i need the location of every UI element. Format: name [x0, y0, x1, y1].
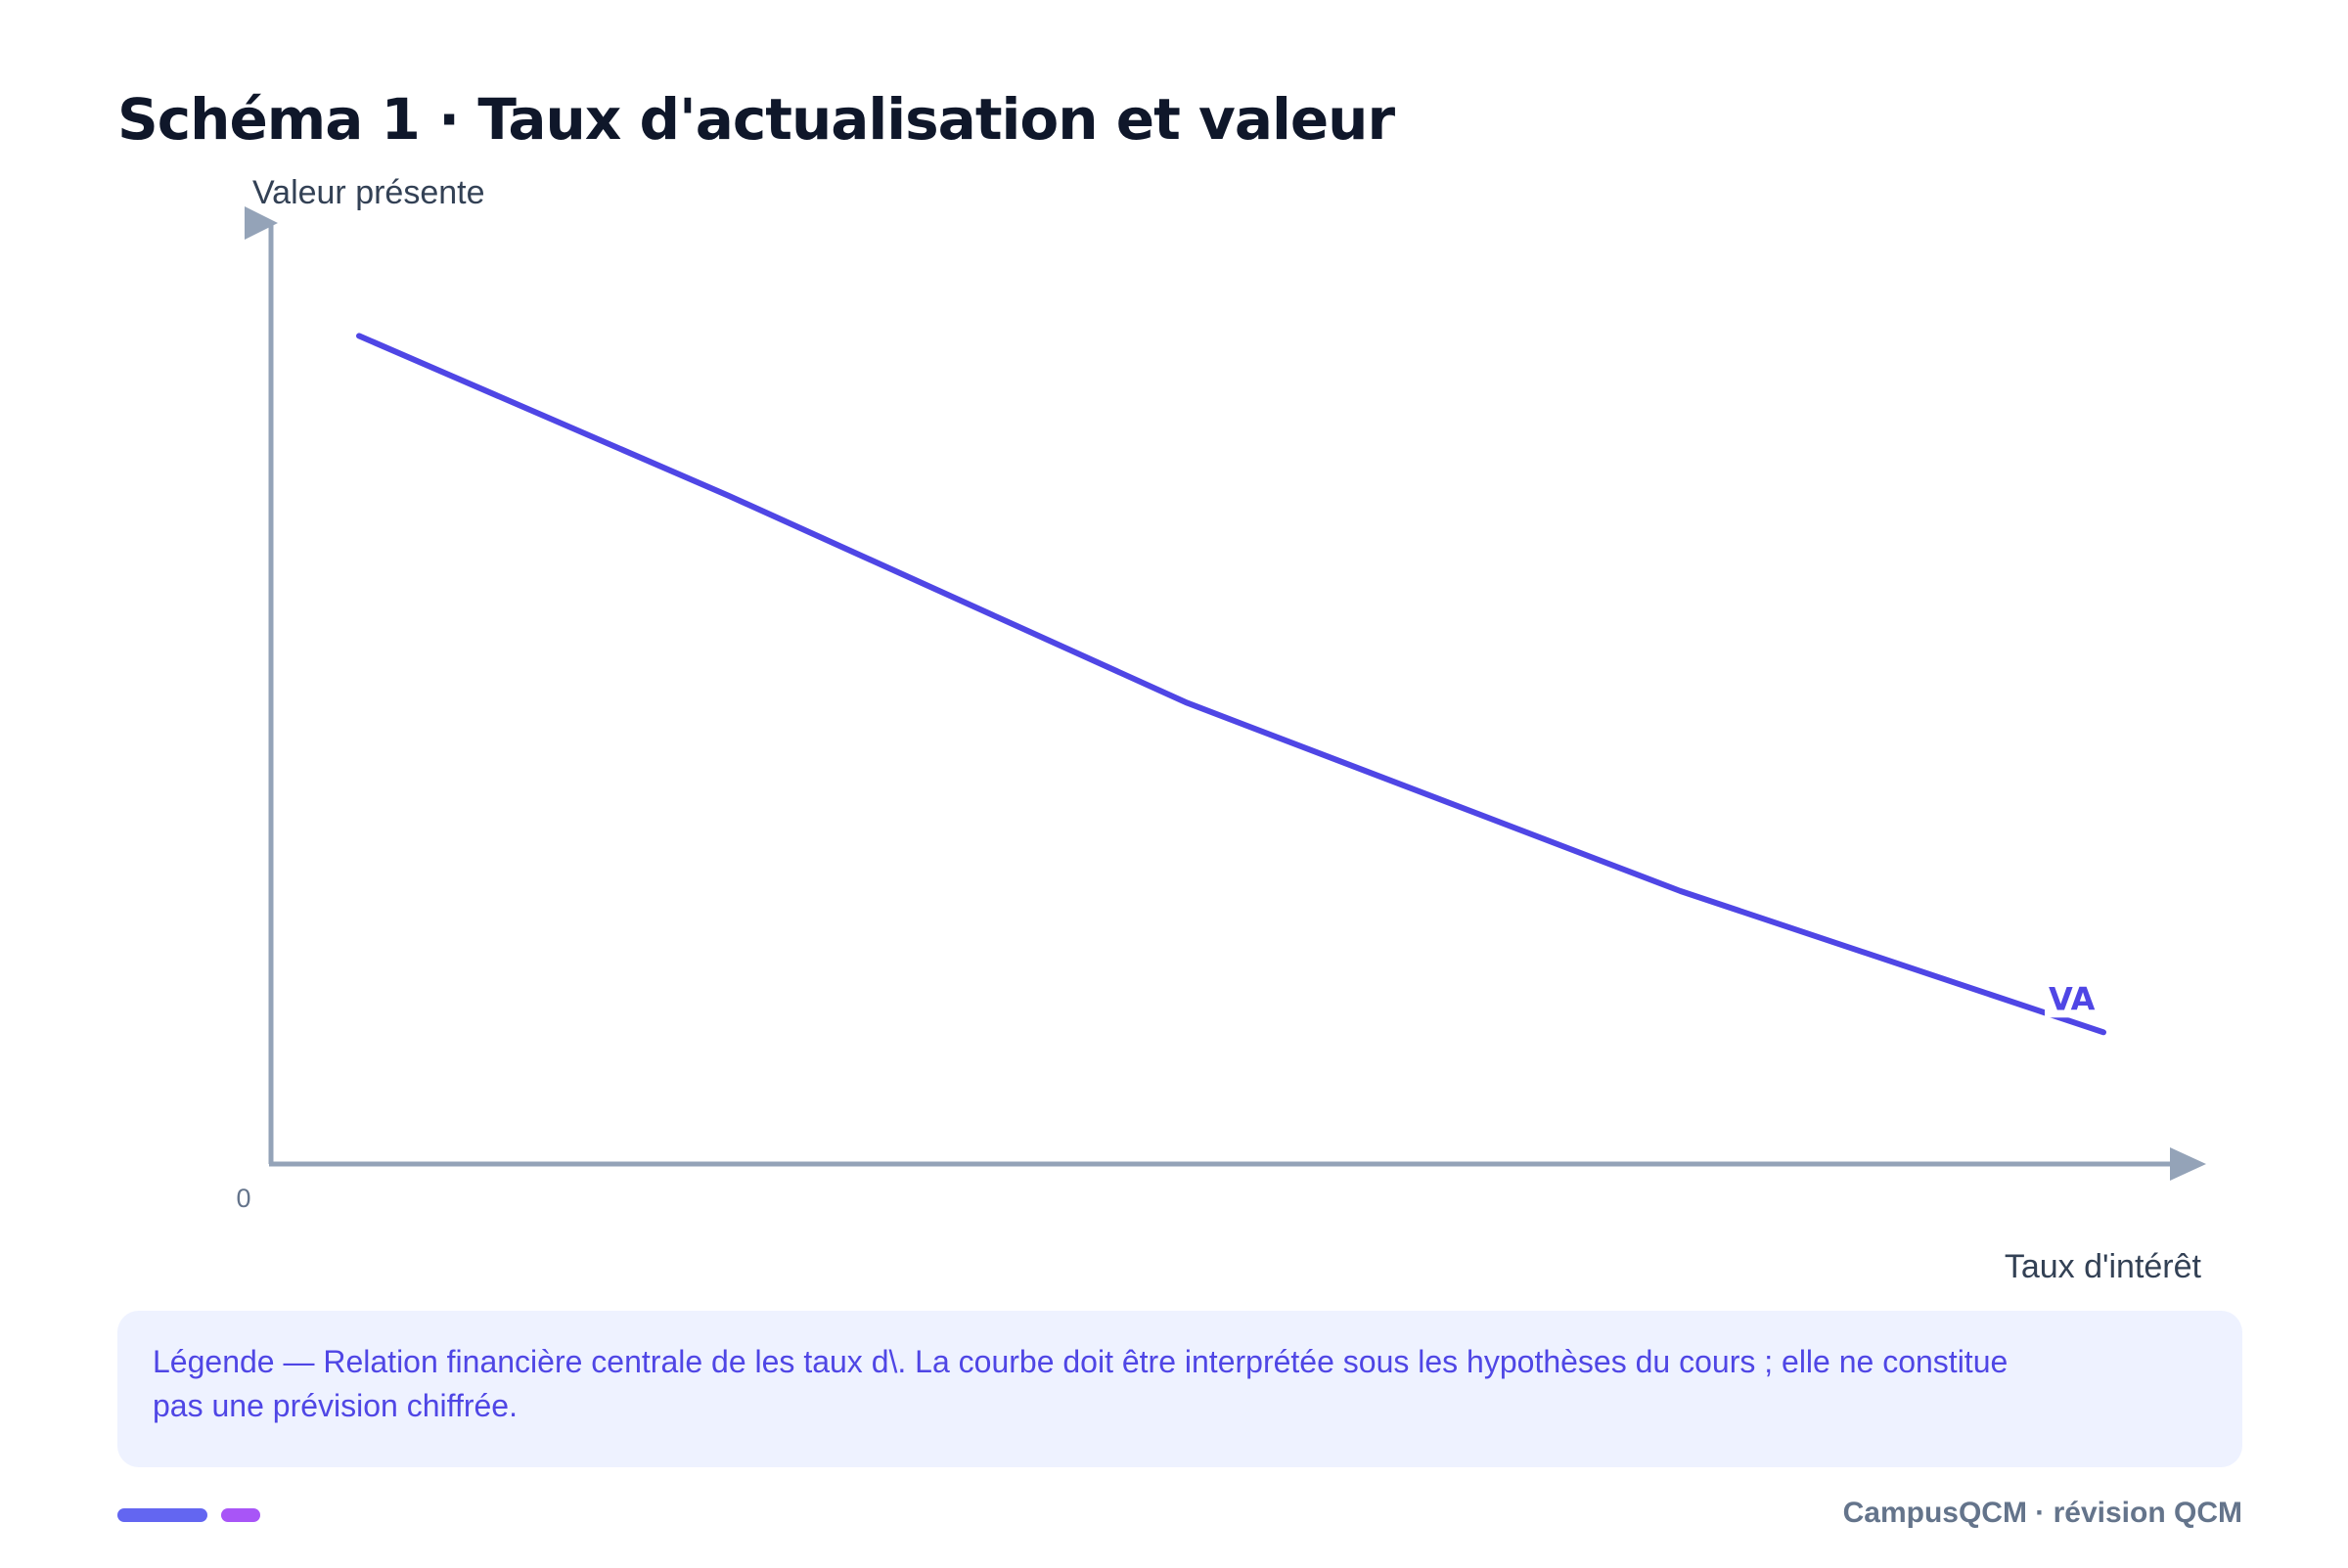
- origin-label: 0: [236, 1184, 250, 1213]
- decorative-bar-secondary: [221, 1508, 260, 1522]
- decorative-bar-primary: [117, 1508, 207, 1522]
- x-axis-label: Taux d'intérêt: [2005, 1248, 2202, 1285]
- x-axis-arrow: [2170, 1147, 2206, 1181]
- legend-box: Légende — Relation financière centrale d…: [117, 1311, 2242, 1467]
- x-axis: [269, 1147, 2206, 1181]
- footer-brand: CampusQCM · révision QCM: [1842, 1497, 2242, 1529]
- series-layer: VA: [356, 333, 2106, 1036]
- series-label-background: [2045, 982, 2100, 1018]
- legend-text: Légende — Relation financière centrale d…: [153, 1344, 2009, 1423]
- y-axis-arrow: [245, 206, 278, 240]
- y-axis-label: Valeur présente: [252, 174, 485, 211]
- series-line-0: [356, 333, 2106, 1036]
- series-label: VA: [2049, 980, 2096, 1017]
- chart-title: Schéma 1 · Taux d'actualisation et valeu…: [117, 86, 1395, 153]
- y-axis: [245, 206, 278, 1164]
